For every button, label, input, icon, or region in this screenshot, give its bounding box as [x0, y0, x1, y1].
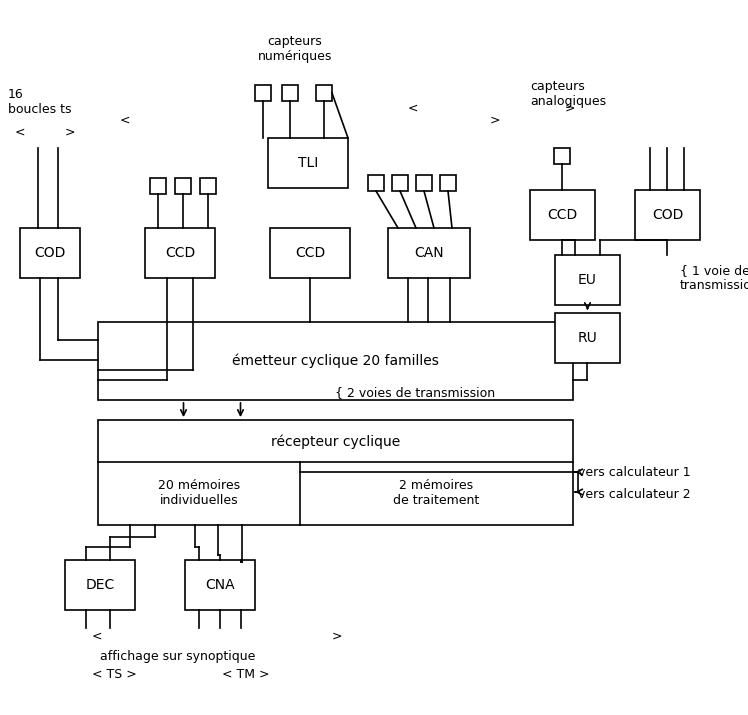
FancyBboxPatch shape: [20, 228, 80, 278]
FancyBboxPatch shape: [440, 175, 456, 191]
Text: >: >: [490, 114, 500, 127]
Text: < TM >: < TM >: [222, 668, 269, 681]
Text: { 1 voie de
transmission: { 1 voie de transmission: [680, 264, 748, 292]
Text: < TS >: < TS >: [92, 668, 137, 681]
Text: COD: COD: [34, 246, 66, 260]
FancyBboxPatch shape: [145, 228, 215, 278]
Text: TLI: TLI: [298, 156, 318, 170]
Text: { 2 voies de transmission: { 2 voies de transmission: [335, 387, 495, 400]
Text: <: <: [15, 126, 25, 139]
FancyBboxPatch shape: [175, 178, 191, 194]
Text: CNA: CNA: [205, 578, 235, 592]
Text: <: <: [120, 114, 130, 127]
FancyBboxPatch shape: [388, 228, 470, 278]
Text: vers calculateur 1: vers calculateur 1: [578, 465, 690, 478]
Text: >: >: [65, 126, 76, 139]
FancyBboxPatch shape: [150, 178, 166, 194]
FancyBboxPatch shape: [316, 85, 332, 101]
FancyBboxPatch shape: [65, 560, 135, 610]
Text: COD: COD: [652, 208, 683, 222]
FancyBboxPatch shape: [555, 255, 620, 305]
FancyBboxPatch shape: [368, 175, 384, 191]
Text: 2 mémoires
de traitement: 2 mémoires de traitement: [393, 479, 479, 507]
Text: >: >: [332, 629, 343, 643]
FancyBboxPatch shape: [268, 138, 348, 188]
Text: DEC: DEC: [85, 578, 114, 592]
Text: <: <: [408, 102, 418, 114]
Text: vers calculateur 2: vers calculateur 2: [578, 488, 690, 500]
FancyBboxPatch shape: [530, 190, 595, 240]
Text: 16
boucles ts: 16 boucles ts: [8, 88, 72, 116]
FancyBboxPatch shape: [282, 85, 298, 101]
Text: CCD: CCD: [548, 208, 577, 222]
Text: récepteur cyclique: récepteur cyclique: [271, 435, 400, 449]
FancyBboxPatch shape: [98, 420, 573, 525]
Text: capteurs
numériques: capteurs numériques: [258, 35, 332, 63]
FancyBboxPatch shape: [392, 175, 408, 191]
Text: affichage sur synoptique: affichage sur synoptique: [100, 650, 255, 663]
FancyBboxPatch shape: [554, 148, 570, 164]
FancyBboxPatch shape: [98, 322, 573, 400]
Text: EU: EU: [578, 273, 597, 287]
FancyBboxPatch shape: [185, 560, 255, 610]
Text: <: <: [92, 629, 102, 643]
FancyBboxPatch shape: [555, 313, 620, 363]
Text: CCD: CCD: [295, 246, 325, 260]
Text: RU: RU: [577, 331, 598, 345]
Text: capteurs
analogiques: capteurs analogiques: [530, 80, 606, 108]
FancyBboxPatch shape: [270, 228, 350, 278]
FancyBboxPatch shape: [255, 85, 271, 101]
Text: >: >: [565, 102, 575, 114]
Text: CAN: CAN: [414, 246, 444, 260]
FancyBboxPatch shape: [416, 175, 432, 191]
Text: CCD: CCD: [165, 246, 195, 260]
FancyBboxPatch shape: [635, 190, 700, 240]
Text: émetteur cyclique 20 familles: émetteur cyclique 20 familles: [232, 354, 439, 368]
Text: 20 mémoires
individuelles: 20 mémoires individuelles: [158, 479, 240, 507]
FancyBboxPatch shape: [200, 178, 216, 194]
